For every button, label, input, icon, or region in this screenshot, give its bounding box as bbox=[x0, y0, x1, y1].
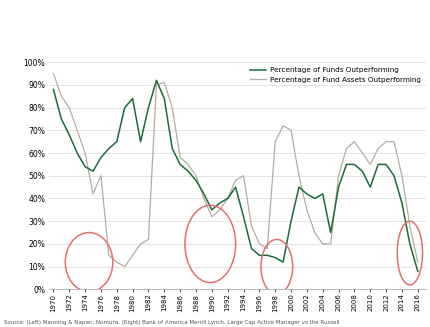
Text: (1/31/1970 – 12/31/2016): (1/31/1970 – 12/31/2016) bbox=[188, 33, 330, 43]
Legend: Percentage of Funds Outperforming, Percentage of Fund Assets Outperforming: Percentage of Funds Outperforming, Perce… bbox=[249, 66, 422, 84]
Text: Percentage of Funds (Fund Assets) Outperforming S&P: Percentage of Funds (Fund Assets) Outper… bbox=[5, 7, 342, 16]
Text: 500 on a Five-Year Basis: 500 on a Five-Year Basis bbox=[5, 33, 153, 43]
Text: Source: (Left) Manning & Napier, Nomura. (Right) Bank of America Merrill Lynch. : Source: (Left) Manning & Napier, Nomura.… bbox=[4, 320, 340, 325]
